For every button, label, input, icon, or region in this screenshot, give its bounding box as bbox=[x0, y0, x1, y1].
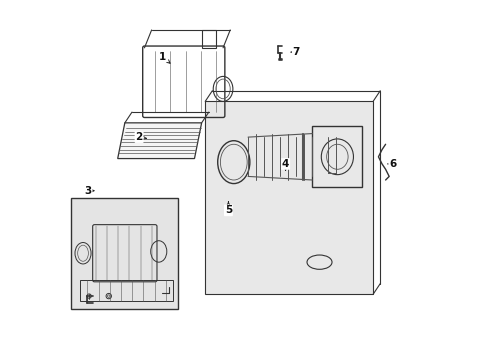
FancyBboxPatch shape bbox=[71, 198, 178, 309]
Text: 3: 3 bbox=[84, 186, 94, 196]
Text: 7: 7 bbox=[291, 47, 299, 57]
Text: 5: 5 bbox=[224, 202, 232, 215]
Text: 1: 1 bbox=[159, 52, 170, 63]
Text: 6: 6 bbox=[387, 159, 396, 169]
Polygon shape bbox=[205, 102, 372, 294]
Polygon shape bbox=[118, 123, 201, 158]
Text: 2: 2 bbox=[135, 132, 146, 142]
Text: 4: 4 bbox=[281, 159, 289, 170]
